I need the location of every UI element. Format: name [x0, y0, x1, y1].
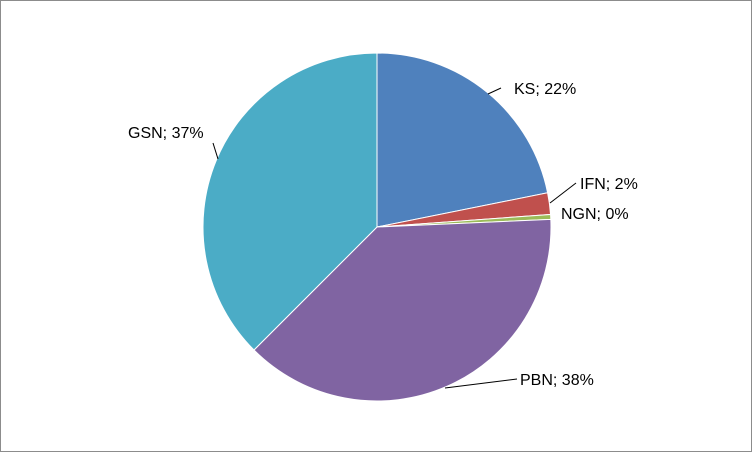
pie-slice-ks	[376, 52, 549, 228]
data-label-gsn: GSN; 37%	[128, 125, 204, 142]
leader-line-ifn	[549, 182, 577, 204]
data-label-ngn: NGN; 0%	[561, 206, 629, 223]
data-label-ks: KS; 22%	[514, 81, 576, 98]
leader-line-gsn	[212, 142, 219, 160]
pie-slice-gsn	[202, 52, 378, 351]
data-label-pbn: PBN; 38%	[520, 372, 594, 389]
leader-line-pbn	[444, 378, 518, 389]
pie-slice-pbn	[253, 218, 552, 402]
data-label-ifn: IFN; 2%	[580, 176, 638, 193]
leader-line-ks	[487, 87, 502, 95]
